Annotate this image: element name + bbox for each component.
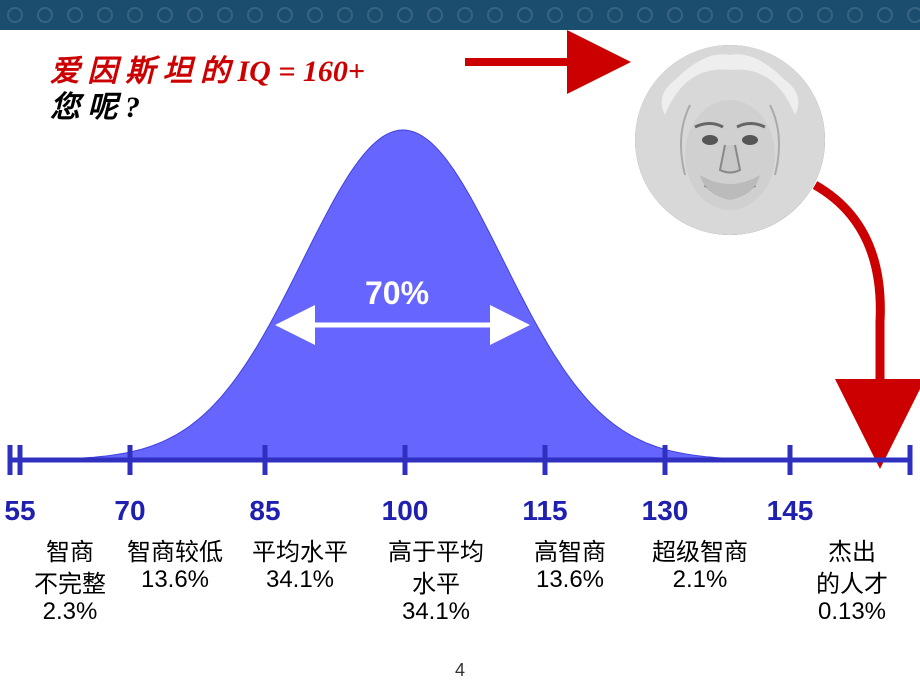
category-label: 高智商 — [534, 532, 606, 567]
center-70pct-label: 70% — [365, 275, 429, 312]
category-percentage: 34.1% — [266, 566, 334, 594]
category-label: 智商 — [46, 532, 94, 567]
category-label: 超级智商 — [652, 532, 748, 567]
axis-tick-label: 70 — [114, 495, 145, 527]
category-percentage: 34.1% — [402, 598, 470, 626]
category-label: 平均水平 — [252, 532, 348, 567]
category-label: 水平 — [412, 564, 460, 599]
category-percentage: 13.6% — [536, 566, 604, 594]
category-label: 不完整 — [34, 564, 106, 599]
axis-tick-label: 55 — [4, 495, 35, 527]
category-label: 高于平均 — [388, 532, 484, 567]
iq-bell-curve — [0, 100, 920, 490]
axis-tick-label: 130 — [642, 495, 689, 527]
axis-tick-label: 115 — [522, 495, 567, 527]
category-label: 杰出 — [828, 532, 876, 567]
axis-tick-label: 85 — [249, 495, 280, 527]
category-label: 的人才 — [816, 564, 888, 599]
category-percentage: 0.13% — [818, 598, 886, 626]
decorative-top-border — [0, 0, 920, 30]
category-percentage: 2.3% — [43, 598, 98, 626]
axis-tick-label: 145 — [767, 495, 814, 527]
category-percentage: 2.1% — [673, 566, 728, 594]
category-percentage: 13.6% — [141, 566, 209, 594]
category-label: 智商较低 — [127, 532, 223, 567]
axis-tick-label: 100 — [382, 495, 429, 527]
page-number: 4 — [455, 660, 465, 681]
